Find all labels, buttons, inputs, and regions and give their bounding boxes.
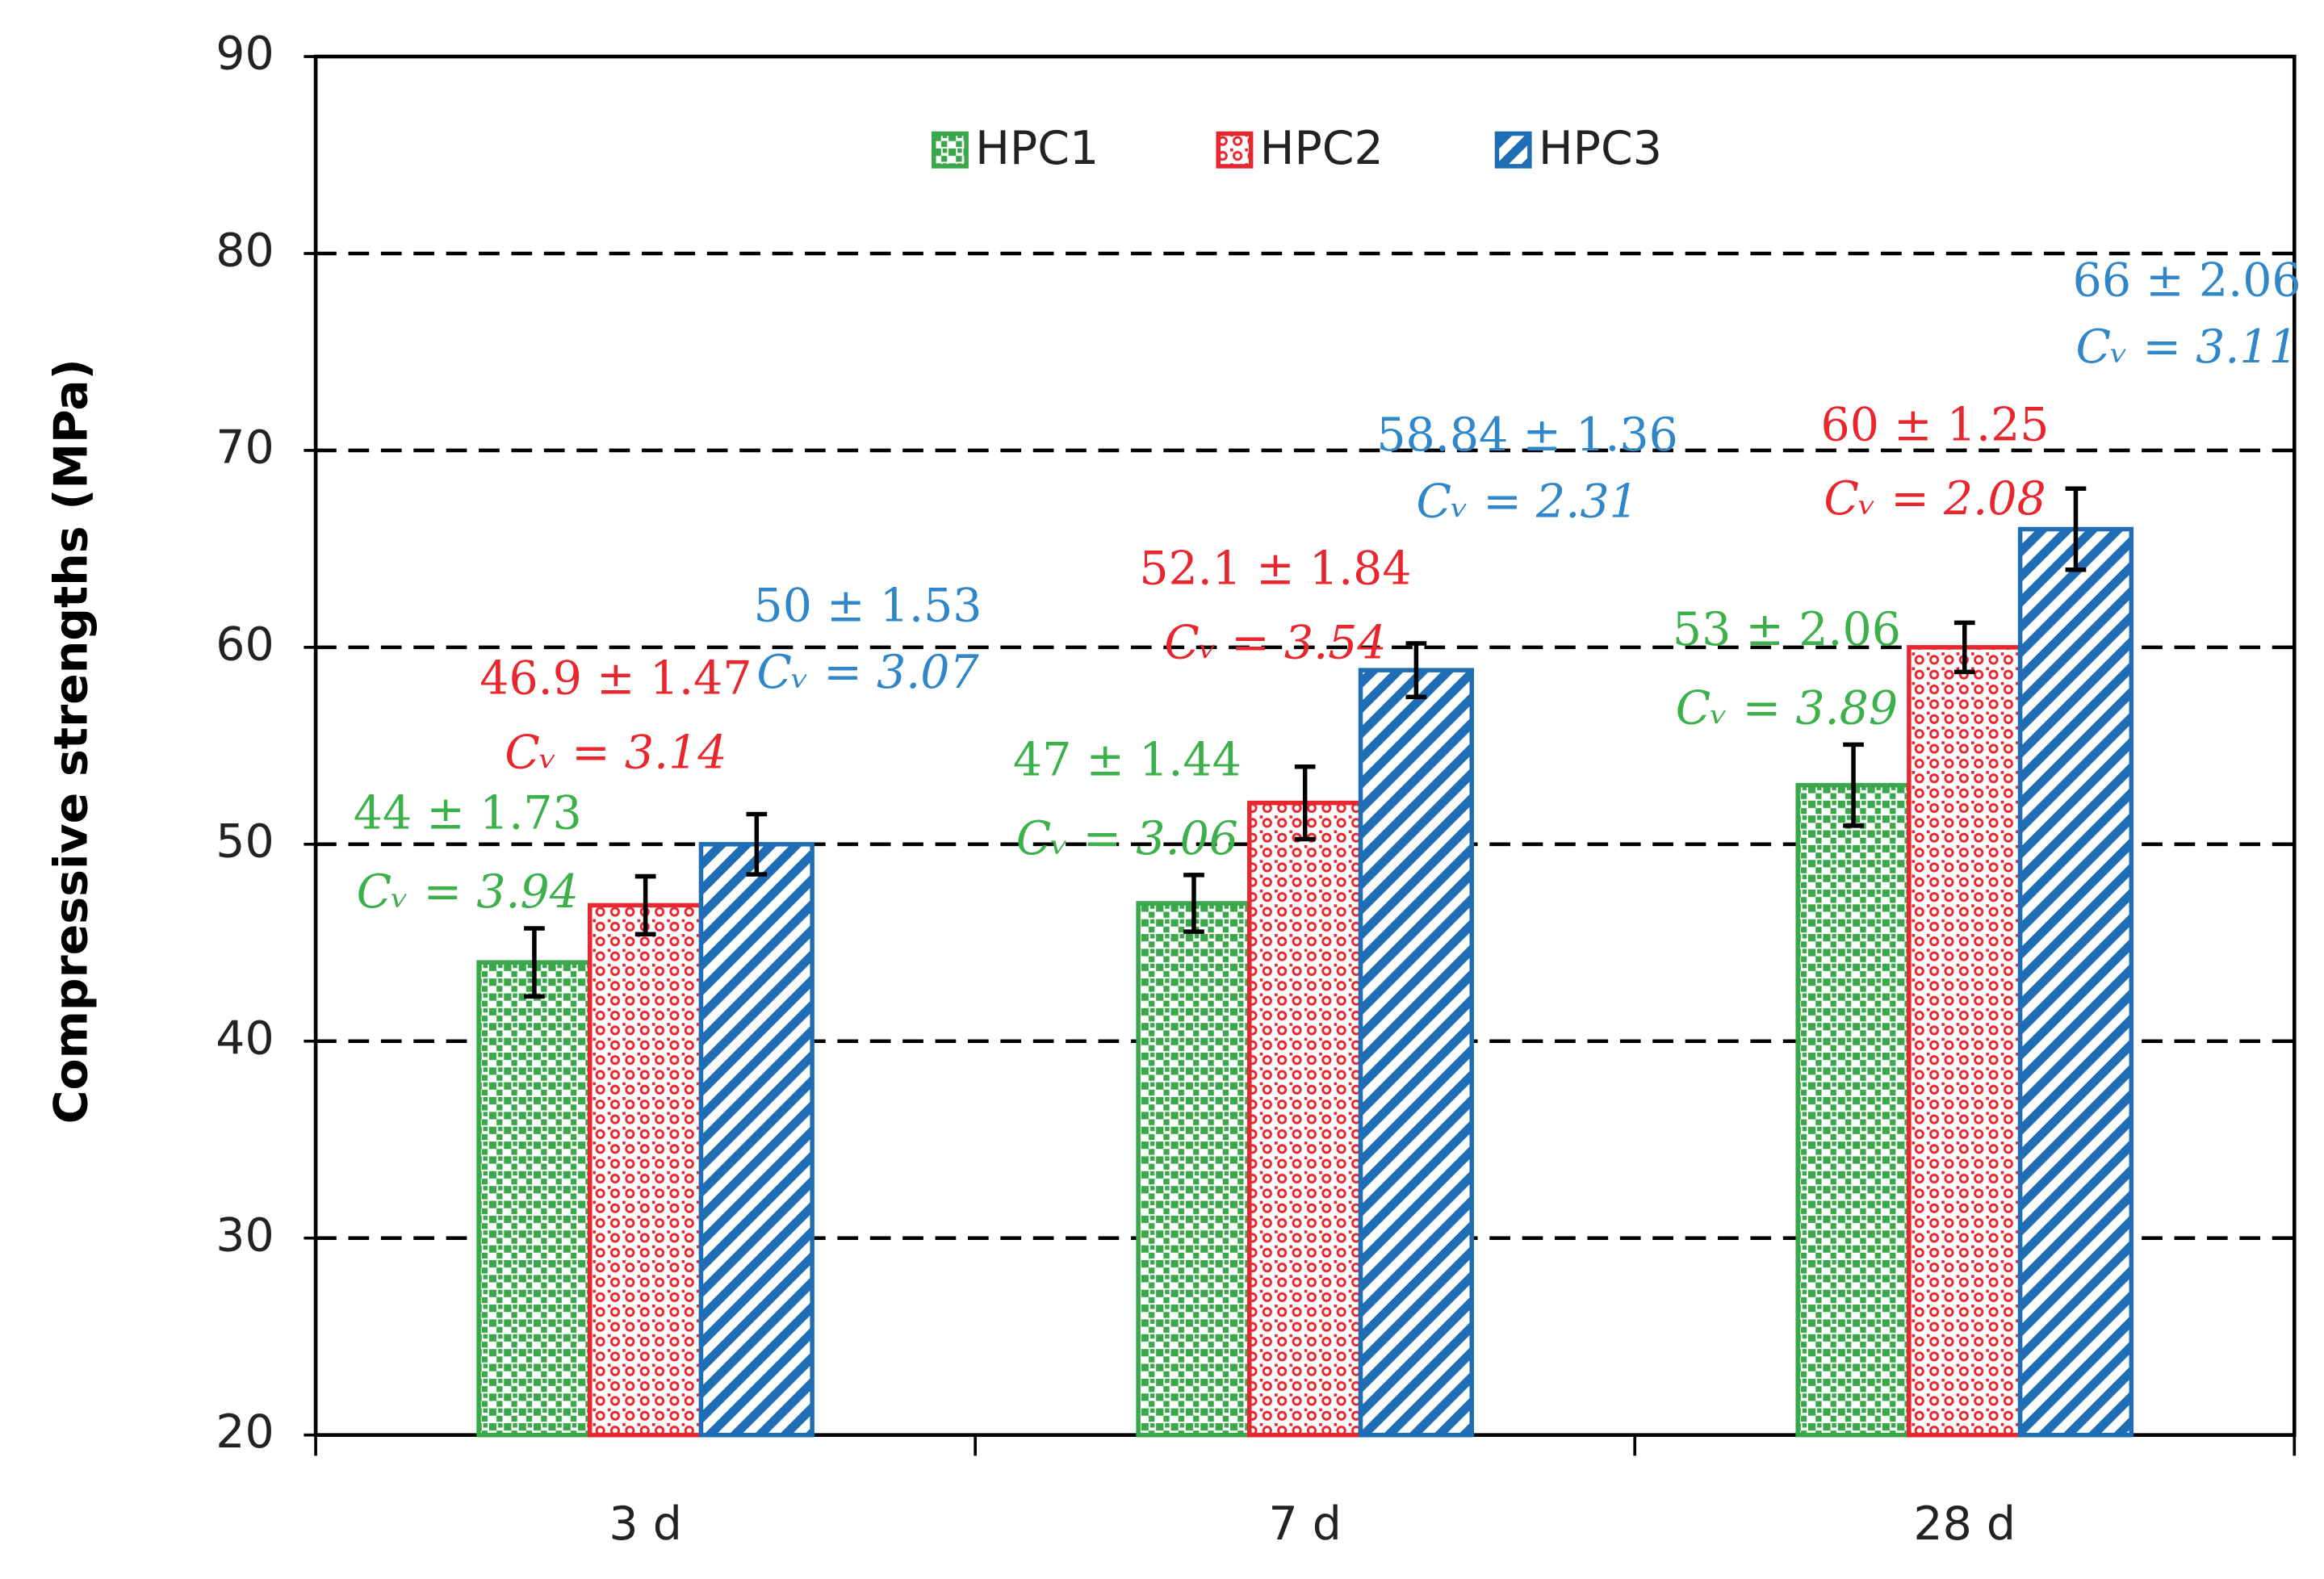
cv-label: Cᵥ = 2.08 <box>1824 472 2046 526</box>
value-label: 50 ± 1.53 <box>754 580 982 633</box>
value-label: 47 ± 1.44 <box>1013 734 1242 787</box>
x-tick-label: 7 d <box>1268 1497 1341 1551</box>
value-label: 60 ± 1.25 <box>1821 398 2050 451</box>
legend-label: HPC3 <box>1539 122 1662 175</box>
bar <box>1358 668 1474 1438</box>
y-tick-label: 60 <box>216 618 274 671</box>
legend-swatch <box>931 131 969 169</box>
bar <box>1795 782 1912 1438</box>
y-tick-label: 50 <box>216 815 274 868</box>
bar <box>1136 901 1252 1438</box>
cv-label: Cᵥ = 3.07 <box>756 646 979 699</box>
y-tick-label: 30 <box>216 1208 274 1262</box>
cv-label: Cᵥ = 2.31 <box>1416 475 1638 529</box>
value-label: 46.9 ± 1.47 <box>479 652 752 706</box>
y-tick-label: 90 <box>216 27 274 81</box>
y-tick-label: 20 <box>216 1405 274 1459</box>
value-label: 58.84 ± 1.36 <box>1376 408 1677 462</box>
value-label: 52.1 ± 1.84 <box>1139 542 1411 596</box>
y-tick-label: 40 <box>216 1011 274 1065</box>
value-label: 66 ± 2.06 <box>2073 253 2301 307</box>
y-tick-label: 70 <box>216 421 274 475</box>
bar <box>1907 645 2023 1438</box>
bar <box>588 903 704 1438</box>
legend-label: HPC1 <box>975 122 1099 175</box>
bar <box>1247 800 1363 1438</box>
cv-label: Cᵥ = 3.94 <box>357 865 579 919</box>
value-label: 44 ± 1.73 <box>354 787 582 840</box>
bar <box>476 960 593 1438</box>
legend-swatch <box>1216 131 1254 169</box>
x-tick-label: 28 d <box>1913 1497 2016 1551</box>
cv-label: Cᵥ = 3.14 <box>505 726 727 779</box>
cv-label: Cᵥ = 3.11 <box>2076 320 2298 374</box>
legend-label: HPC2 <box>1260 122 1384 175</box>
bar <box>2017 526 2134 1438</box>
x-tick-label: 3 d <box>609 1497 681 1551</box>
legend-swatch <box>1494 131 1532 169</box>
cv-label: Cᵥ = 3.06 <box>1016 812 1238 865</box>
bar <box>698 842 814 1438</box>
y-tick-label: 80 <box>216 224 274 278</box>
y-axis-label: Compressive strengths (MPa) <box>44 358 98 1124</box>
value-label: 53 ± 2.06 <box>1673 603 1901 656</box>
cv-label: Cᵥ = 3.54 <box>1164 616 1386 669</box>
cv-label: Cᵥ = 3.89 <box>1676 681 1898 735</box>
